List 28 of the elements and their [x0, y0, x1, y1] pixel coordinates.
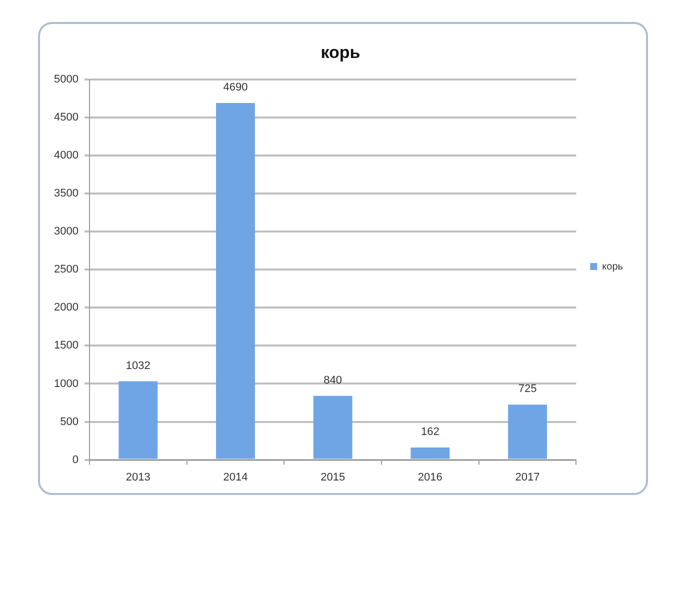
bar [313, 396, 352, 459]
y-tick-label: 2000 [54, 302, 78, 314]
x-tick-label: 2014 [223, 471, 248, 484]
data-label: 4690 [223, 82, 248, 94]
y-tick-label: 3000 [54, 226, 78, 238]
data-label: 1032 [126, 360, 150, 372]
data-label: 840 [324, 374, 342, 386]
x-tick-label: 2013 [126, 471, 150, 484]
y-tick-label: 4000 [54, 150, 78, 162]
bar [216, 102, 255, 459]
legend-label: корь [602, 261, 624, 272]
data-label: 725 [518, 383, 537, 396]
y-tick-label: 5000 [54, 73, 78, 86]
bar [508, 404, 547, 459]
bar [118, 381, 158, 459]
data-label: 162 [420, 426, 440, 438]
x-tick-label: 2017 [515, 471, 540, 484]
y-tick-label: 0 [72, 454, 78, 466]
y-tick-label: 3500 [54, 188, 78, 200]
chart-title: корь [320, 42, 360, 62]
x-tick-label: 2016 [418, 471, 442, 484]
y-tick-label: 1000 [54, 378, 78, 390]
x-tick-label: 2015 [320, 471, 346, 484]
bar [410, 447, 450, 459]
y-tick-label: 500 [60, 416, 78, 428]
y-tick-label: 2500 [54, 264, 78, 276]
y-tick-label: 1500 [54, 340, 78, 352]
y-tick-label: 4500 [54, 111, 78, 124]
